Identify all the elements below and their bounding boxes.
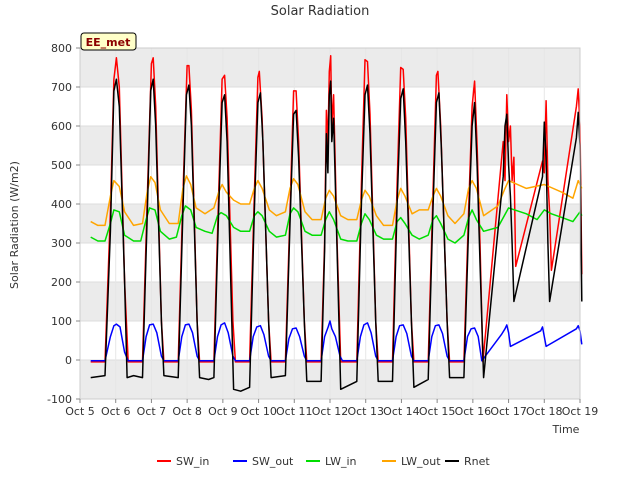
x-tick-label: Oct 18 [526,405,563,418]
site-label-box: EE_met [80,32,137,51]
x-tick-label: Oct 10 [240,405,277,418]
x-tick-label: Oct 8 [172,405,202,418]
x-tick-label: Oct 6 [101,405,131,418]
y-tick-label: 0 [65,354,72,367]
x-tick-label: Oct 17 [490,405,527,418]
y-tick-label: -100 [47,393,72,406]
x-tick-label: Oct 13 [347,405,384,418]
y-tick-label: 600 [51,120,72,133]
y-tick-label: 800 [51,42,72,55]
x-tick-label: Oct 16 [455,405,492,418]
x-axis: Oct 5 Oct 6 Oct 7 Oct 8 Oct 9 Oct 10 Oct 11 Oct… [65,399,598,418]
x-tick-label: Oct 15 [419,405,456,418]
x-tick-label: Oct 12 [312,405,349,418]
legend-label: LW_in [325,455,357,468]
series-layer [90,55,583,392]
y-axis: -100 0 100 200 300 400 500 600 700 800 [47,42,80,406]
y-tick-label: 400 [51,198,72,211]
series-line-lw-out [90,175,583,227]
site-label: EE_met [86,36,131,49]
x-tick-label: Oct 11 [276,405,313,418]
y-tick-label: 200 [51,276,72,289]
chart-title: Solar Radiation [271,4,370,19]
x-tick-label: Oct 5 [65,405,95,418]
legend-label: Rnet [464,455,490,468]
series-line-rnet [90,78,583,392]
x-axis-label: Time [552,423,580,436]
x-tick-label: Oct 19 [562,405,599,418]
y-tick-label: 300 [51,237,72,250]
x-tick-label: Oct 9 [208,405,238,418]
legend-label: SW_in [176,455,209,468]
legend-label: LW_out [401,455,441,468]
y-axis-label: Solar Radiation (W/m2) [8,161,21,289]
y-tick-label: 700 [51,81,72,94]
x-tick-label: Oct 14 [383,405,420,418]
legend-label: SW_out [252,455,294,468]
y-tick-label: 500 [51,159,72,172]
legend: SW_in SW_out LW_in LW_out Rnet [157,455,490,468]
x-tick-label: Oct 7 [137,405,167,418]
y-tick-label: 100 [51,315,72,328]
